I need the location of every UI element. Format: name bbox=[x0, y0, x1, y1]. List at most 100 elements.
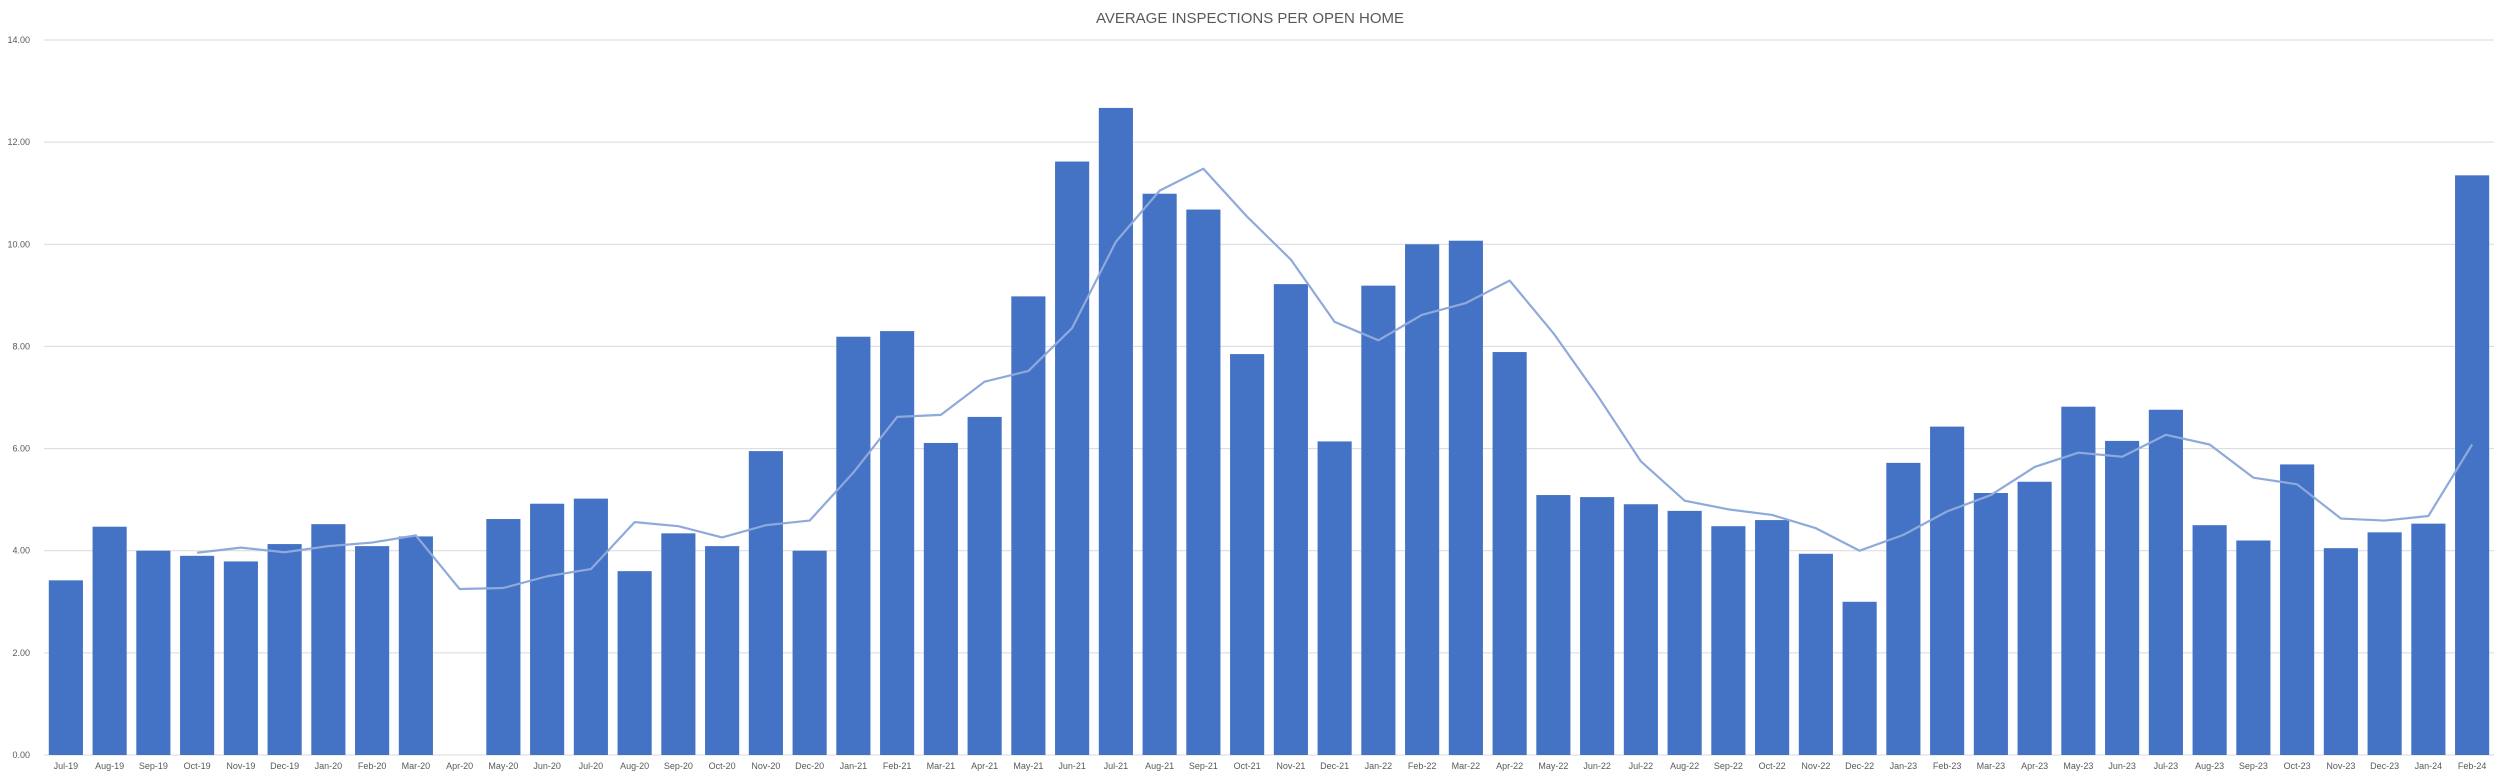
bar bbox=[180, 555, 215, 755]
bar bbox=[2148, 409, 2183, 755]
bar bbox=[1361, 285, 1396, 755]
x-tick-label: Jun-22 bbox=[1583, 761, 1611, 771]
x-tick-label: Nov-21 bbox=[1276, 761, 1305, 771]
x-axis-tick-labels: Jul-19 Aug-19 Sep-19 Oct-19 Nov-19 Dec-19 Jan-… bbox=[54, 761, 2487, 771]
bar bbox=[1448, 240, 1483, 756]
y-tick-label: 10.00 bbox=[7, 239, 30, 249]
x-tick-label: Jun-23 bbox=[2108, 761, 2136, 771]
bar bbox=[573, 498, 608, 755]
bar bbox=[92, 526, 127, 755]
bar bbox=[223, 561, 258, 755]
bar bbox=[880, 331, 915, 755]
x-tick-label: Aug-20 bbox=[620, 761, 649, 771]
x-tick-label: Mar-21 bbox=[927, 761, 956, 771]
x-tick-label: Nov-20 bbox=[751, 761, 780, 771]
x-tick-label: Jul-19 bbox=[54, 761, 79, 771]
x-tick-label: Nov-19 bbox=[226, 761, 255, 771]
x-tick-label: Jun-21 bbox=[1058, 761, 1086, 771]
bar bbox=[48, 580, 83, 755]
x-tick-label: Jan-21 bbox=[840, 761, 868, 771]
bar bbox=[1580, 497, 1615, 755]
bar bbox=[1623, 504, 1658, 755]
x-tick-label: Feb-24 bbox=[2458, 761, 2487, 771]
x-tick-label: Mar-23 bbox=[1977, 761, 2006, 771]
x-tick-label: Sep-20 bbox=[664, 761, 693, 771]
y-tick-label: 0.00 bbox=[12, 750, 30, 760]
bar bbox=[311, 524, 346, 755]
x-tick-label: Feb-22 bbox=[1408, 761, 1437, 771]
bar bbox=[1317, 441, 1352, 755]
bar bbox=[1492, 352, 1527, 755]
bar bbox=[1098, 107, 1133, 756]
x-tick-label: Nov-23 bbox=[2326, 761, 2355, 771]
x-tick-label: Nov-22 bbox=[1801, 761, 1830, 771]
bar bbox=[267, 544, 302, 755]
x-tick-label: Feb-20 bbox=[358, 761, 387, 771]
bar bbox=[2280, 464, 2315, 755]
bar bbox=[967, 416, 1002, 755]
bar bbox=[398, 536, 433, 755]
bar bbox=[617, 571, 652, 755]
y-axis-tick-labels: 0.00 2.00 4.00 6.00 8.00 10.00 12.00 14.00 bbox=[7, 35, 30, 760]
bar bbox=[2017, 481, 2052, 755]
bar bbox=[486, 519, 521, 755]
bar bbox=[1755, 520, 1790, 755]
line-series bbox=[197, 167, 2474, 591]
x-tick-label: Apr-22 bbox=[1496, 761, 1523, 771]
bar bbox=[2061, 406, 2096, 755]
x-tick-label: Jul-22 bbox=[1629, 761, 1654, 771]
bar bbox=[1011, 296, 1046, 755]
x-tick-label: Sep-21 bbox=[1189, 761, 1218, 771]
bar bbox=[1798, 553, 1833, 755]
bar bbox=[2105, 440, 2140, 755]
x-tick-label: Oct-22 bbox=[1759, 761, 1786, 771]
bar bbox=[705, 546, 740, 755]
bar bbox=[355, 546, 390, 755]
bar bbox=[530, 503, 565, 755]
x-tick-label: Aug-23 bbox=[2195, 761, 2224, 771]
bar bbox=[923, 442, 958, 755]
trend-line bbox=[197, 167, 2474, 591]
bar bbox=[1886, 462, 1921, 755]
x-tick-label: Jun-20 bbox=[533, 761, 561, 771]
x-tick-label: May-22 bbox=[1538, 761, 1568, 771]
x-tick-label: May-23 bbox=[2063, 761, 2093, 771]
x-tick-label: Aug-21 bbox=[1145, 761, 1174, 771]
x-tick-label: Oct-23 bbox=[2284, 761, 2311, 771]
bar bbox=[748, 451, 783, 755]
x-tick-label: Jan-24 bbox=[2415, 761, 2443, 771]
x-tick-label: Jan-20 bbox=[315, 761, 343, 771]
bar bbox=[661, 533, 696, 755]
y-tick-label: 2.00 bbox=[12, 648, 30, 658]
bar bbox=[1667, 510, 1702, 755]
y-tick-label: 12.00 bbox=[7, 137, 30, 147]
x-tick-label: Dec-20 bbox=[795, 761, 824, 771]
bar bbox=[1973, 493, 2008, 755]
x-tick-label: Jul-21 bbox=[1104, 761, 1129, 771]
x-tick-label: Sep-23 bbox=[2239, 761, 2268, 771]
x-tick-label: Jan-23 bbox=[1890, 761, 1918, 771]
x-tick-label: Feb-23 bbox=[1933, 761, 1962, 771]
bar bbox=[1405, 244, 1440, 756]
x-tick-label: Aug-19 bbox=[95, 761, 124, 771]
bar bbox=[2367, 532, 2402, 755]
x-tick-label: Dec-19 bbox=[270, 761, 299, 771]
x-tick-label: Jul-23 bbox=[2154, 761, 2179, 771]
y-tick-label: 8.00 bbox=[12, 341, 30, 351]
x-tick-label: Oct-19 bbox=[184, 761, 211, 771]
bar bbox=[1055, 161, 1090, 756]
x-tick-label: Oct-20 bbox=[709, 761, 736, 771]
bar bbox=[1142, 193, 1177, 756]
x-tick-label: Sep-22 bbox=[1714, 761, 1743, 771]
x-tick-label: Mar-22 bbox=[1452, 761, 1481, 771]
bar bbox=[2236, 540, 2271, 755]
bar bbox=[1186, 209, 1221, 756]
chart-title: AVERAGE INSPECTIONS PER OPEN HOME bbox=[1096, 10, 1404, 27]
bar bbox=[1711, 526, 1746, 755]
x-tick-label: Mar-20 bbox=[402, 761, 431, 771]
x-tick-label: Jan-22 bbox=[1365, 761, 1393, 771]
bar bbox=[2411, 523, 2446, 755]
bar bbox=[1536, 495, 1571, 755]
